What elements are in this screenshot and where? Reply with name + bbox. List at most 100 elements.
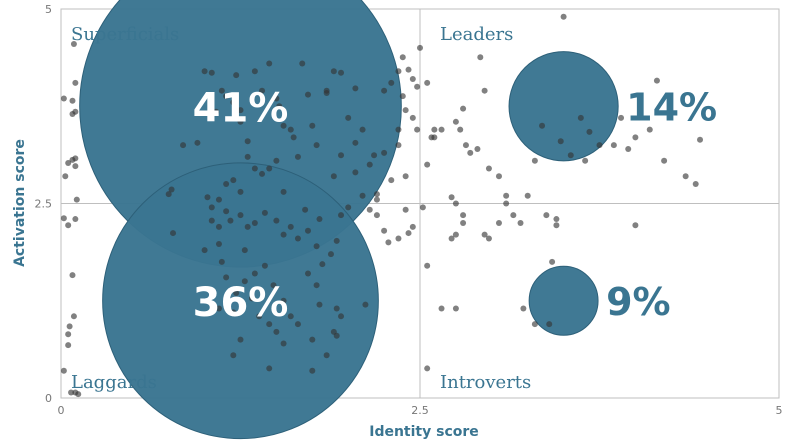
data-point xyxy=(531,157,538,164)
data-point xyxy=(313,282,320,289)
data-point xyxy=(452,305,459,312)
share-label-introverts: 9% xyxy=(606,280,671,324)
data-point xyxy=(313,243,320,250)
data-point xyxy=(330,173,337,180)
data-point xyxy=(388,79,395,86)
data-point xyxy=(230,99,237,106)
data-point xyxy=(338,313,345,320)
data-point xyxy=(661,157,668,164)
data-point xyxy=(261,262,268,269)
data-point xyxy=(395,68,402,75)
data-point xyxy=(273,157,280,164)
data-point xyxy=(201,247,208,254)
data-point xyxy=(646,126,653,133)
data-point xyxy=(381,227,388,234)
data-point xyxy=(510,212,517,219)
data-point xyxy=(266,165,273,172)
data-point xyxy=(251,68,258,75)
data-point xyxy=(273,95,280,102)
data-point xyxy=(431,134,438,141)
data-point xyxy=(309,336,316,343)
data-point xyxy=(448,194,455,201)
data-point xyxy=(266,365,273,372)
data-point xyxy=(227,217,234,224)
data-point xyxy=(266,60,273,67)
data-point xyxy=(405,66,412,73)
data-point xyxy=(280,188,287,195)
data-point xyxy=(333,332,340,339)
data-point xyxy=(251,165,258,172)
data-point xyxy=(304,227,311,234)
data-point xyxy=(452,200,459,207)
data-point xyxy=(327,251,334,258)
data-point xyxy=(69,272,76,279)
data-point xyxy=(517,219,524,226)
data-point xyxy=(237,336,244,343)
data-point xyxy=(223,181,230,188)
data-point xyxy=(168,186,175,193)
data-point xyxy=(215,240,222,247)
y-axis-title: Activation score xyxy=(12,139,28,267)
data-point xyxy=(352,169,359,176)
data-point xyxy=(338,69,345,76)
data-point xyxy=(233,72,240,79)
data-point xyxy=(546,321,553,328)
data-point xyxy=(345,204,352,211)
data-point xyxy=(68,389,75,396)
data-point xyxy=(485,235,492,242)
data-point xyxy=(424,262,431,269)
x-tick-label: 5 xyxy=(776,404,783,417)
data-point xyxy=(72,108,79,115)
data-point xyxy=(259,87,266,94)
data-point xyxy=(215,305,222,312)
data-point xyxy=(72,163,79,170)
bubble-introverts xyxy=(528,265,599,336)
quadrant-label-leaders: Leaders xyxy=(440,24,513,45)
data-point xyxy=(373,196,380,203)
data-point xyxy=(452,231,459,238)
data-point xyxy=(70,313,77,320)
data-point xyxy=(180,142,187,149)
data-point xyxy=(409,76,416,83)
data-point xyxy=(333,237,340,244)
data-point xyxy=(431,126,438,133)
data-point xyxy=(531,321,538,328)
data-point xyxy=(223,208,230,215)
data-point xyxy=(72,155,79,162)
data-point xyxy=(218,87,225,94)
data-point xyxy=(582,157,589,164)
data-point xyxy=(448,235,455,242)
data-point xyxy=(290,134,297,141)
data-point xyxy=(385,239,392,246)
data-point xyxy=(280,122,287,129)
data-point xyxy=(69,97,76,104)
data-point xyxy=(62,173,69,180)
data-point xyxy=(304,91,311,98)
data-point xyxy=(424,161,431,168)
data-point xyxy=(414,126,421,133)
data-point xyxy=(366,161,373,168)
x-axis-title: Identity score xyxy=(369,424,479,440)
data-point xyxy=(333,305,340,312)
data-point xyxy=(381,149,388,156)
quadrant-label-laggards: Laggards xyxy=(71,372,157,393)
share-label-superficials: 41% xyxy=(193,85,289,131)
data-point xyxy=(230,177,237,184)
data-point xyxy=(270,282,277,289)
data-point xyxy=(60,367,67,374)
data-point xyxy=(273,328,280,335)
data-point xyxy=(316,216,323,223)
data-point xyxy=(610,142,617,149)
data-point xyxy=(248,295,255,302)
data-point xyxy=(457,126,464,133)
data-point xyxy=(241,247,248,254)
data-point xyxy=(405,230,412,237)
data-point xyxy=(309,367,316,374)
data-point xyxy=(414,83,421,90)
y-tick-label: 2.5 xyxy=(35,198,53,211)
data-point xyxy=(409,223,416,230)
data-point xyxy=(402,173,409,180)
quadrant-label-introverts: Introverts xyxy=(440,372,531,393)
data-point xyxy=(213,108,220,115)
data-point xyxy=(287,126,294,133)
